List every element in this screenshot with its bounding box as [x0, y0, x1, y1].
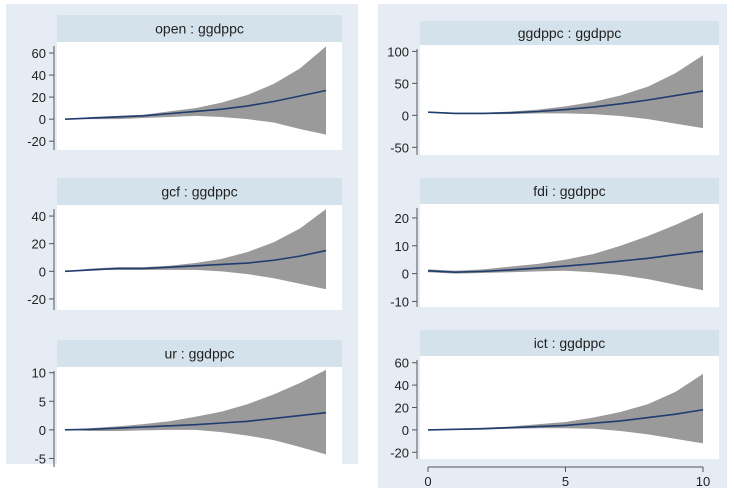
title-bar-gcf [57, 178, 342, 205]
ci-band-ict [428, 373, 703, 444]
ci-band-open [65, 46, 326, 135]
irf-line-ggdppc [427, 90, 704, 115]
y-tick-label-ur: 10 [32, 366, 46, 381]
x-tick-label-ict: 5 [562, 474, 569, 489]
y-tick-label-open: 0 [39, 112, 46, 127]
y-tick-label-ict: 20 [395, 401, 409, 416]
y-tick-label-gcf: 40 [32, 209, 46, 224]
irf-line-ict [427, 408, 704, 431]
irf-line-gcf [64, 249, 327, 273]
y-tick-label-ur: -5 [34, 451, 46, 466]
y-tick-label-open: 40 [32, 68, 46, 83]
chart-title-ggdppc: ggdppc : ggdppc [518, 25, 622, 41]
title-bar-ict [420, 330, 719, 356]
y-tick-label-open: 20 [32, 90, 46, 105]
y-tick-label-ggdppc: 0 [402, 108, 409, 123]
y-tick-label-ict: 40 [395, 378, 409, 393]
title-bar-open [57, 15, 342, 42]
irf-line-open [64, 89, 327, 120]
y-tick-label-fdi: 10 [395, 239, 409, 254]
chart-title-ur: ur : ggdppc [164, 346, 234, 362]
y-tick-label-ggdppc: 50 [395, 76, 409, 91]
y-tick-label-fdi: 20 [395, 211, 409, 226]
ci-band-ur [65, 369, 326, 455]
title-bar-fdi [420, 178, 719, 204]
y-tick-label-fdi: 0 [402, 267, 409, 282]
irf-chart-ict: ict : ggdppc -20 0 20 40 60 0 5 10 [390, 330, 719, 489]
irf-chart-ur: ur : ggdppc -5 0 5 10 [32, 340, 342, 467]
y-tick-label-ggdppc: 100 [387, 44, 409, 59]
y-tick-label-ict: -20 [390, 445, 409, 460]
y-tick-label-ggdppc: -50 [390, 140, 409, 155]
y-tick-label-ict: 0 [402, 423, 409, 438]
x-tick-label-ict: 10 [696, 474, 710, 489]
x-tick-label-ict: 0 [424, 474, 431, 489]
irf-chart-open: open : ggdppc -20 0 20 40 60 [27, 15, 342, 150]
irf-line-fdi [427, 250, 704, 274]
chart-title-ict: ict : ggdppc [534, 335, 606, 351]
irf-chart-fdi: fdi : ggdppc -10 0 10 20 [390, 178, 719, 309]
chart-title-fdi: fdi : ggdppc [533, 183, 605, 199]
y-tick-label-gcf: -20 [27, 292, 46, 307]
y-tick-label-gcf: 0 [39, 264, 46, 279]
chart-title-open: open : ggdppc [155, 21, 244, 37]
title-bar-ggdppc [420, 21, 719, 45]
irf-line-ur [64, 411, 327, 431]
title-bar-ur [57, 340, 342, 367]
y-tick-label-ur: 5 [39, 394, 46, 409]
chart-title-gcf: gcf : ggdppc [161, 184, 237, 200]
y-tick-label-ict: 60 [395, 356, 409, 371]
y-tick-label-open: -20 [27, 134, 46, 149]
y-tick-label-gcf: 20 [32, 237, 46, 252]
y-tick-label-ur: 0 [39, 423, 46, 438]
ci-band-ggdppc [428, 55, 703, 129]
irf-chart-gcf: gcf : ggdppc -20 0 20 40 [27, 178, 342, 310]
irf-chart-ggdppc: ggdppc : ggdppc -50 0 50 100 [387, 21, 719, 155]
y-tick-label-fdi: -10 [390, 294, 409, 309]
y-tick-label-open: 60 [32, 46, 46, 61]
